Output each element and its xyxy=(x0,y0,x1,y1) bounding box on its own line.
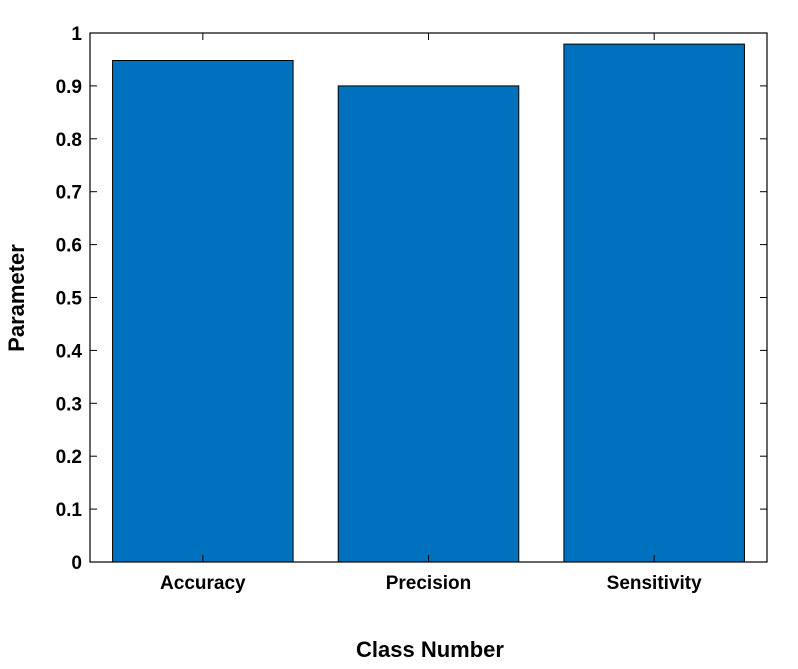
y-ticks-group: 0 0.1 0.2 0.3 0.4 0.5 0.6 0.7 0.8 0.9 1 xyxy=(56,24,767,574)
y-tick-label: 0.2 xyxy=(56,447,82,468)
x-tick-label: Precision xyxy=(386,573,472,594)
y-tick-label: 0.7 xyxy=(56,183,82,204)
y-tick-label: 1 xyxy=(71,24,82,45)
bars-group xyxy=(112,43,745,563)
bar-sensitivity xyxy=(563,43,745,563)
x-tick-label: Sensitivity xyxy=(607,573,702,594)
y-tick-label: 0.1 xyxy=(56,500,83,521)
x-ticks-group: Accuracy Precision Sensitivity xyxy=(160,33,702,594)
x-tick-label: Accuracy xyxy=(160,573,246,594)
bar-accuracy xyxy=(112,60,294,563)
y-tick-label: 0.3 xyxy=(56,394,82,415)
bar-precision xyxy=(337,85,520,563)
y-tick-label: 0.6 xyxy=(56,236,82,257)
y-tick-label: 0.4 xyxy=(56,341,83,362)
y-tick-label: 0 xyxy=(71,553,82,574)
x-axis-label: Class Number xyxy=(356,637,504,662)
y-tick-label: 0.8 xyxy=(56,130,82,151)
y-tick-label: 0.5 xyxy=(56,289,83,310)
y-axis-label: Parameter xyxy=(4,244,29,352)
y-tick-label: 0.9 xyxy=(56,77,82,98)
